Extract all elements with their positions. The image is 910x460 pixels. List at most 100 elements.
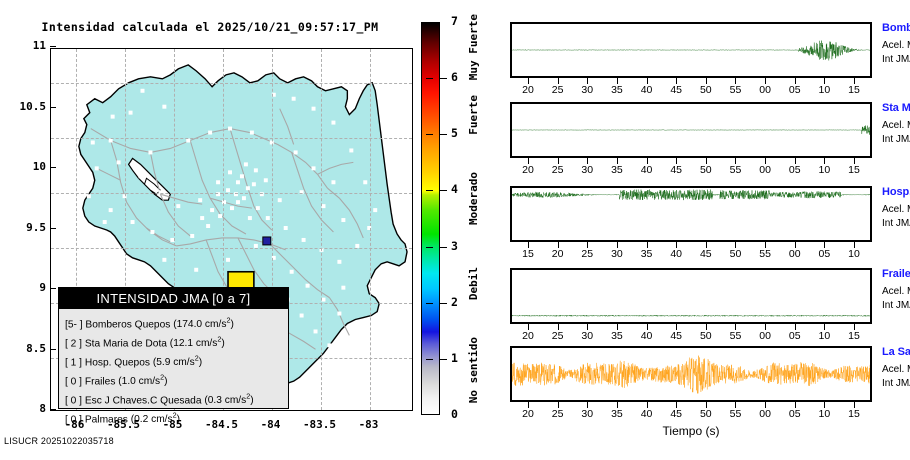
map-y-tick-label: 10.5 — [19, 99, 47, 113]
seismogram-tick-mark — [824, 242, 826, 248]
seismogram-tick-mark — [794, 402, 796, 408]
colorbar-tick-label: 2 — [451, 294, 458, 309]
map-y-tick-label: 10 — [32, 160, 46, 173]
colorbar-tick-mark — [440, 190, 447, 192]
seismogram-waveform — [512, 40, 870, 61]
seismogram-tick-label: 30 — [611, 248, 623, 260]
seismogram-tick-label: 55 — [759, 248, 771, 260]
seismogram-tick-label: 00 — [759, 330, 771, 342]
seismogram-tick-label: 00 — [788, 248, 801, 260]
colorbar-tick-label: 7 — [451, 14, 458, 28]
seismogram-trace-plot[interactable] — [510, 102, 872, 158]
seismogram-tick-mark — [765, 402, 767, 408]
seismogram-station-name[interactable]: La Sabana — [882, 346, 910, 358]
seismogram-tick-mark — [735, 78, 737, 84]
map-x-tick-label: -84.5 — [204, 418, 239, 431]
seismogram-panel: Tiempo (s) 20 25 30 35 40 45 50 55 00 05 10 15 Bombe… — [500, 0, 910, 460]
seismogram-tick-label: 05 — [788, 84, 801, 96]
seismogram-tick-mark — [854, 242, 855, 248]
legend-station-list: [5- ] Bomberos Quepos (174.0 cm/s2)[ 2 ]… — [59, 309, 288, 428]
map-x-tick-label: -85 — [162, 418, 183, 431]
seismogram-tick-mark — [646, 78, 648, 84]
legend-station-name: Palmares — [84, 414, 128, 426]
seismogram-tick-mark — [854, 324, 855, 330]
seismogram-tick-label: 15 — [522, 248, 534, 260]
seismogram-tick-mark — [765, 242, 767, 248]
map-gridline — [75, 49, 77, 410]
colorbar-gradient — [421, 22, 440, 415]
seismogram-tick-mark — [705, 158, 707, 164]
watermark-text: LISUCR 20251022035718 — [4, 436, 114, 446]
seismogram-tick-mark — [616, 324, 618, 330]
legend-jma-value: [ 0 ] — [65, 376, 82, 388]
seismogram-tick-mark — [765, 78, 767, 84]
seismogram-tick-label: 30 — [581, 84, 594, 96]
colorbar-tick-mark-inner — [426, 78, 433, 80]
seismogram-jma-label: Int JMA: 2 — [882, 134, 910, 145]
seismogram-tick-mark — [824, 324, 826, 330]
seismogram-tick-label: 45 — [670, 408, 683, 420]
seismogram-tick-mark — [735, 402, 737, 408]
seismogram-station-name[interactable]: Frailes — [882, 268, 910, 280]
colorbar-category-label: No sentido — [467, 337, 480, 404]
seismogram-jma-label: Int JMA: 0 — [882, 378, 910, 389]
seismogram-trace-plot[interactable] — [510, 22, 872, 78]
seismogram-tick-mark — [794, 324, 796, 330]
colorbar-tick-mark-inner — [426, 134, 433, 136]
seismogram-tick-label: 45 — [670, 164, 683, 176]
seismogram-tick-mark — [794, 242, 796, 248]
map-x-tick-label: -86 — [64, 418, 85, 431]
seismogram-station-name[interactable]: Hosp. Quepos — [882, 186, 910, 198]
legend-station-name: Esc J Chaves.C Quesada — [84, 395, 202, 407]
seismogram-tick-label: 55 — [729, 164, 742, 176]
colorbar-tick-mark-inner — [426, 190, 433, 192]
seismogram-tick-label: 35 — [611, 408, 623, 420]
seismogram-tick-label: 35 — [611, 84, 623, 96]
seismogram-trace-plot[interactable] — [510, 346, 872, 402]
seismogram-row-3: 15 20 25 30 35 40 45 50 55 00 05 10 Hosp. Quepos Acel… — [500, 186, 910, 266]
seismogram-tick-label: 50 — [699, 84, 712, 96]
seismogram-waveform — [512, 189, 870, 201]
map-x-tick-label: -83 — [358, 418, 379, 431]
map-y-axis: 8 8.5 9 9.5 10 10.5 11 — [0, 39, 47, 415]
colorbar-tick-mark — [440, 78, 447, 80]
map-gridline — [51, 137, 412, 139]
legend-station-row: [ 0 ] Esc J Chaves.C Quesada (0.3 cm/s2) — [65, 390, 288, 409]
seismogram-station-name[interactable]: Sta Maria de Dota — [882, 102, 910, 114]
map-y-tick-label: 9 — [39, 281, 46, 294]
seismogram-tick-label: 15 — [848, 330, 860, 342]
seismogram-tick-mark — [528, 158, 529, 164]
seismogram-tick-label: 25 — [581, 248, 594, 260]
seismogram-tick-label: 25 — [551, 330, 564, 342]
seismogram-station-name[interactable]: Bomberos Quepos — [882, 22, 910, 34]
map-x-tick-label: -83.5 — [302, 418, 337, 431]
seismogram-tick-mark — [557, 158, 559, 164]
seismogram-tick-mark — [854, 158, 855, 164]
seismogram-tick-mark — [705, 78, 707, 84]
seismogram-tick-mark — [676, 242, 678, 248]
legend-station-row: [ 0 ] Palmares (0.2 cm/s2) — [65, 409, 288, 428]
seismogram-jma-label: Int JMA: 0 — [882, 300, 910, 311]
seismogram-tick-mark — [587, 78, 589, 84]
seismogram-tick-mark — [557, 324, 559, 330]
seismogram-tick-mark — [794, 78, 796, 84]
seismogram-tick-label: 10 — [818, 330, 831, 342]
seismogram-tick-mark — [528, 402, 529, 408]
seismogram-tick-mark — [824, 78, 826, 84]
map-gridline — [222, 49, 224, 410]
seismogram-trace-plot[interactable] — [510, 268, 872, 324]
seismogram-tick-mark — [765, 158, 767, 164]
seismogram-trace-plot[interactable] — [510, 186, 872, 242]
seismogram-tick-mark — [676, 158, 678, 164]
seismogram-waveform — [512, 125, 870, 135]
seismogram-tick-mark — [705, 324, 707, 330]
seismogram-tick-label: 55 — [729, 330, 742, 342]
seismogram-tick-label: 50 — [699, 164, 712, 176]
colorbar-tick-mark — [440, 358, 447, 360]
colorbar-category-label: Moderado — [467, 172, 480, 226]
seismogram-tick-label: 05 — [788, 408, 801, 420]
colorbar-tick-label: 0 — [451, 407, 458, 421]
epicenter-marker — [262, 236, 272, 246]
seismogram-tick-label: 40 — [640, 84, 653, 96]
seismogram-tick-label: 05 — [818, 248, 831, 260]
